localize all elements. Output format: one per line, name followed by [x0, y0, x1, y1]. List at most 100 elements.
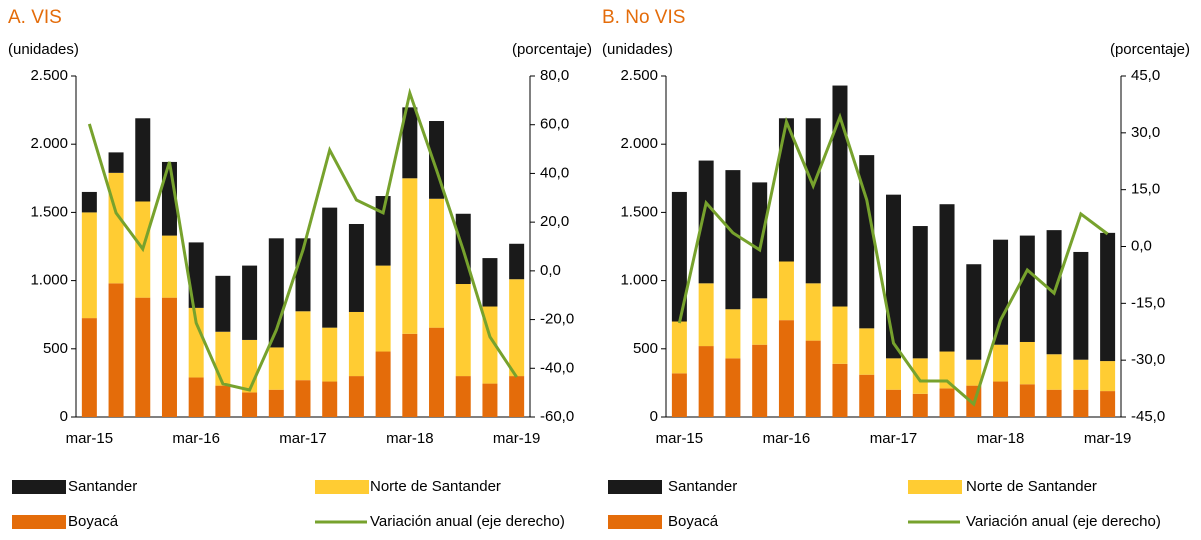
bar-segment [805, 118, 821, 284]
x-tick-label: mar-19 [493, 430, 541, 447]
bar-segment [1073, 359, 1089, 390]
legend-swatch [608, 480, 662, 494]
legend-label: Boyacá [68, 513, 119, 530]
bar-segment [725, 358, 741, 417]
y2-tick-label: -45,0 [1131, 408, 1165, 425]
legend-label: Boyacá [668, 513, 719, 530]
bar-segment [295, 380, 311, 417]
x-tick-label: mar-18 [977, 430, 1025, 447]
legend-label: Norte de Santander [966, 478, 1097, 495]
bar-segment [939, 388, 955, 417]
bar-segment [268, 389, 284, 417]
bar-segment [832, 363, 848, 417]
bar-segment [671, 373, 687, 417]
bar-segment [509, 243, 525, 280]
bar-segment [1019, 235, 1035, 342]
bar-segment [188, 377, 204, 417]
bar-segment [81, 318, 97, 417]
bar-segment [1100, 391, 1116, 417]
chart-title: A. VIS [8, 7, 62, 28]
bar-segment [912, 226, 928, 359]
legend-swatch [315, 480, 369, 494]
y-tick-label: 1.500 [620, 203, 658, 220]
bar-segment [752, 182, 768, 299]
bar-segment [859, 374, 875, 417]
bar-segment [966, 359, 982, 386]
bar-segment [108, 283, 124, 417]
bar-segment [725, 309, 741, 359]
bar-segment [1100, 232, 1116, 362]
y2-tick-label: -15,0 [1131, 294, 1165, 311]
legend-label: Santander [68, 478, 137, 495]
bar-segment [455, 376, 471, 417]
bar-segment [1019, 341, 1035, 385]
bar-segment [322, 327, 338, 382]
bar-segment [455, 284, 471, 377]
y2-tick-label: 15,0 [1131, 181, 1160, 198]
y2-tick-label: 20,0 [540, 213, 569, 230]
y2-axis-label: (porcentaje) [1110, 41, 1190, 58]
bar-segment [402, 333, 418, 417]
y2-tick-label: 0,0 [1131, 237, 1152, 254]
y2-tick-label: 30,0 [1131, 124, 1160, 141]
y2-tick-label: -20,0 [540, 311, 574, 328]
bar-segment [859, 328, 875, 375]
y-tick-label: 1.000 [620, 272, 658, 289]
bar-segment [832, 85, 848, 307]
x-tick-label: mar-18 [386, 430, 434, 447]
y2-tick-label: 0,0 [540, 262, 561, 279]
bar-segment [671, 321, 687, 374]
legend-label: Norte de Santander [370, 478, 501, 495]
bar-segment [778, 261, 794, 321]
y-axis-label: (unidades) [8, 41, 79, 58]
line [87, 87, 518, 392]
bar-segment [215, 385, 231, 417]
bar-segment [698, 283, 714, 347]
bar-segment [1073, 251, 1089, 360]
bar-segment [135, 118, 151, 202]
bar-segment [886, 358, 901, 390]
bar-segment [268, 347, 284, 390]
bar-segment [242, 265, 258, 340]
y-axis-label: (unidades) [602, 41, 673, 58]
bar-segment [993, 381, 1009, 417]
bar-segment [188, 307, 204, 378]
bar-segment [348, 223, 364, 312]
bar-segment [429, 327, 445, 417]
bar-segment [375, 351, 391, 417]
bar-segment [698, 160, 714, 284]
bar-segment [242, 339, 258, 393]
legend-swatch [12, 515, 66, 529]
x-tick-label: mar-15 [656, 430, 704, 447]
bar-segment [1046, 389, 1062, 417]
bar-segment [348, 376, 364, 417]
bar-segment [402, 107, 418, 179]
legend-swatch [12, 480, 66, 494]
bar-segment [993, 239, 1009, 345]
x-tick-label: mar-17 [870, 430, 918, 447]
x-tick-label: mar-16 [172, 430, 220, 447]
bar-segment [725, 170, 741, 310]
bar-segment [993, 344, 1009, 382]
y-tick-label: 2.500 [30, 67, 68, 84]
x-tick-label: mar-15 [66, 430, 114, 447]
y-tick-label: 0 [650, 408, 658, 425]
bar-segment [752, 298, 768, 345]
y2-tick-label: 80,0 [540, 67, 569, 84]
bar-segment [348, 311, 364, 377]
bar-segment [509, 279, 525, 377]
y-tick-label: 0 [60, 408, 68, 425]
bar-segment [1019, 384, 1035, 417]
y2-axis-label: (porcentaje) [512, 41, 592, 58]
bar-segment [242, 392, 258, 417]
legend-label: Variación anual (eje derecho) [966, 513, 1161, 530]
bar-segment [805, 340, 821, 417]
y2-tick-label: -30,0 [1131, 351, 1165, 368]
legend-swatch [908, 480, 962, 494]
y2-tick-label: 45,0 [1131, 67, 1160, 84]
bar-segment [375, 196, 391, 266]
bar-segment [912, 358, 928, 394]
bar-segment [161, 297, 177, 417]
x-tick-label: mar-17 [279, 430, 327, 447]
legend-swatch [608, 515, 662, 529]
